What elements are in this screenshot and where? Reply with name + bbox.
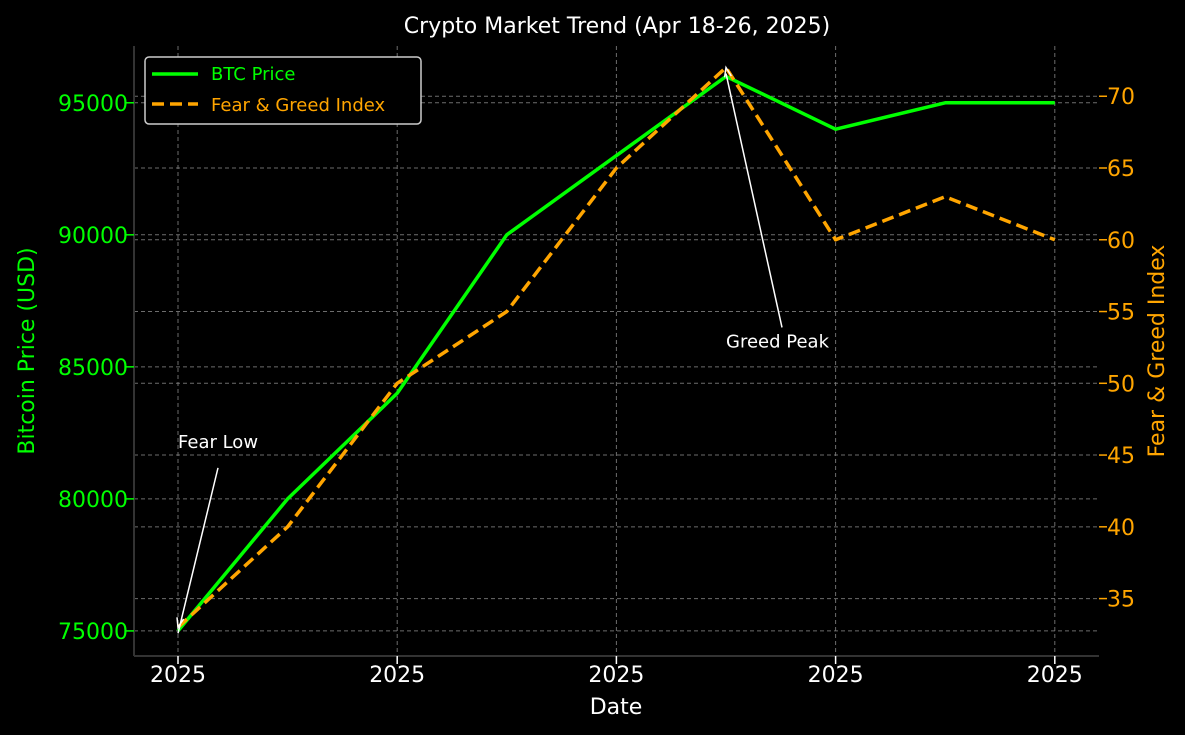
right-y-tick-label: 65 xyxy=(1107,157,1135,182)
grid xyxy=(134,46,1099,656)
annotation-arrow-head xyxy=(723,65,732,78)
right-y-tick-label: 45 xyxy=(1107,444,1135,469)
annotation-arrow-line xyxy=(725,73,783,328)
annotations: Fear Low Greed Peak xyxy=(176,65,830,634)
legend-box xyxy=(144,56,422,125)
series xyxy=(176,65,1056,633)
btc-price-line xyxy=(176,74,1055,633)
x-tick-label: 2025 xyxy=(150,663,206,688)
left-y-tick-label: 85000 xyxy=(58,356,128,381)
left-y-tick-label: 80000 xyxy=(58,488,128,513)
annotation-fear-low: Fear Low xyxy=(178,432,258,453)
right-y-tick-label: 60 xyxy=(1107,229,1135,254)
left-y-tick-label: 75000 xyxy=(58,620,128,645)
chart-title: Crypto Market Trend (Apr 18-26, 2025) xyxy=(404,14,830,39)
x-tick-label: 2025 xyxy=(808,663,864,688)
right-y-tick-label: 55 xyxy=(1107,301,1135,326)
annotation-arrow-line xyxy=(177,467,219,634)
right-y-tick-label: 35 xyxy=(1107,588,1135,613)
right-y-tick-label: 70 xyxy=(1107,85,1135,110)
legend-label-btc: BTC Price xyxy=(211,64,296,85)
right-y-tick-label: 40 xyxy=(1107,516,1135,541)
left-y-tick-label: 95000 xyxy=(58,92,128,117)
x-tick-label: 2025 xyxy=(369,663,425,688)
legend: BTC Price Fear & Greed Index xyxy=(144,56,422,125)
x-tick-label: 2025 xyxy=(588,663,644,688)
x-axis-title: Date xyxy=(590,695,643,720)
fear-greed-line xyxy=(176,65,1056,629)
legend-label-fear-greed: Fear & Greed Index xyxy=(211,95,386,116)
annotation-arrow-head xyxy=(176,617,185,630)
left-axis-title: Bitcoin Price (USD) xyxy=(15,247,40,454)
right-y-tick-label: 50 xyxy=(1107,372,1135,397)
ticks: 2025 2025 2025 2025 2025 75000 80000 85000 90000… xyxy=(58,85,1135,688)
x-tick-label: 2025 xyxy=(1027,663,1083,688)
left-y-tick-label: 90000 xyxy=(58,224,128,249)
annotation-greed-peak: Greed Peak xyxy=(726,331,830,352)
right-axis-title: Fear & Greed Index xyxy=(1145,245,1170,458)
